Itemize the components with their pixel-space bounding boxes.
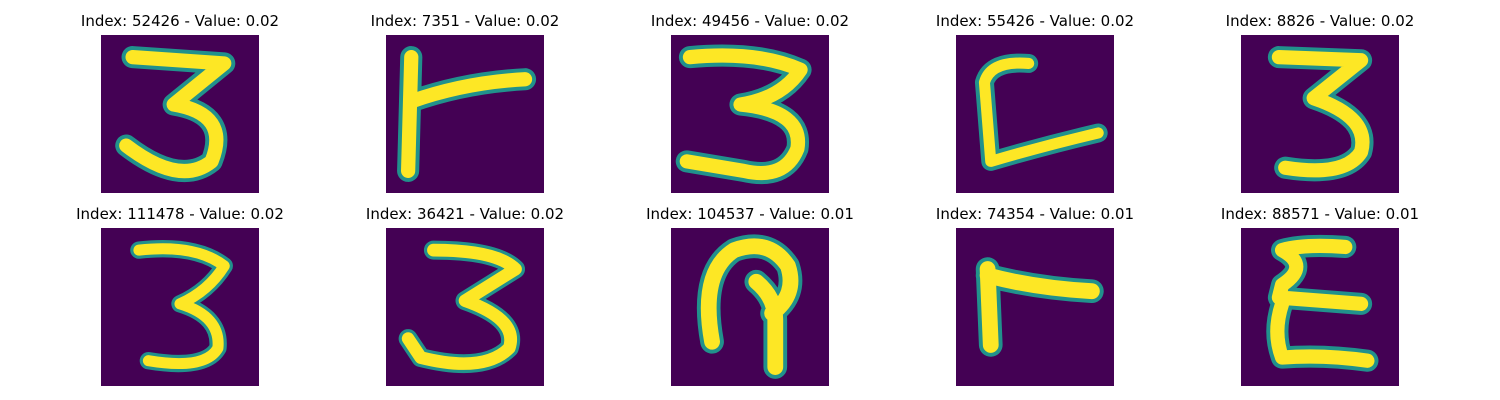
panel-6: Index: 111478 - Value: 0.02 [70, 204, 290, 389]
digit-image [101, 228, 259, 386]
digit-image [671, 35, 829, 193]
panel-title: Index: 104537 - Value: 0.01 [646, 205, 854, 223]
panel-10: Index: 88571 - Value: 0.01 [1210, 204, 1430, 389]
digit-image [101, 35, 259, 193]
panel-4: Index: 55426 - Value: 0.02 [925, 11, 1145, 196]
panel-title: Index: 49456 - Value: 0.02 [650, 12, 850, 30]
digit-image [671, 228, 829, 386]
panel-3: Index: 49456 - Value: 0.02 [640, 11, 860, 196]
digit-image [956, 35, 1114, 193]
panel-5: Index: 8826 - Value: 0.02 [1210, 11, 1430, 196]
digit-image [956, 228, 1114, 386]
panel-title: Index: 7351 - Value: 0.02 [370, 12, 560, 30]
panel-7: Index: 36421 - Value: 0.02 [355, 204, 575, 389]
digit-image [386, 228, 544, 386]
panel-title: Index: 74354 - Value: 0.01 [935, 205, 1135, 223]
panel-1: Index: 52426 - Value: 0.02 [70, 11, 290, 196]
panel-title: Index: 36421 - Value: 0.02 [365, 205, 565, 223]
digit-image [1241, 35, 1399, 193]
panel-title: Index: 88571 - Value: 0.01 [1220, 205, 1420, 223]
panel-8: Index: 104537 - Value: 0.01 [640, 204, 860, 389]
panel-title: Index: 8826 - Value: 0.02 [1225, 12, 1415, 30]
digit-image [386, 35, 544, 193]
panel-title: Index: 55426 - Value: 0.02 [935, 12, 1135, 30]
panel-title: Index: 111478 - Value: 0.02 [76, 205, 284, 223]
digit-image [1241, 228, 1399, 386]
panel-9: Index: 74354 - Value: 0.01 [925, 204, 1145, 389]
panel-title: Index: 52426 - Value: 0.02 [80, 12, 280, 30]
panel-2: Index: 7351 - Value: 0.02 [355, 11, 575, 196]
